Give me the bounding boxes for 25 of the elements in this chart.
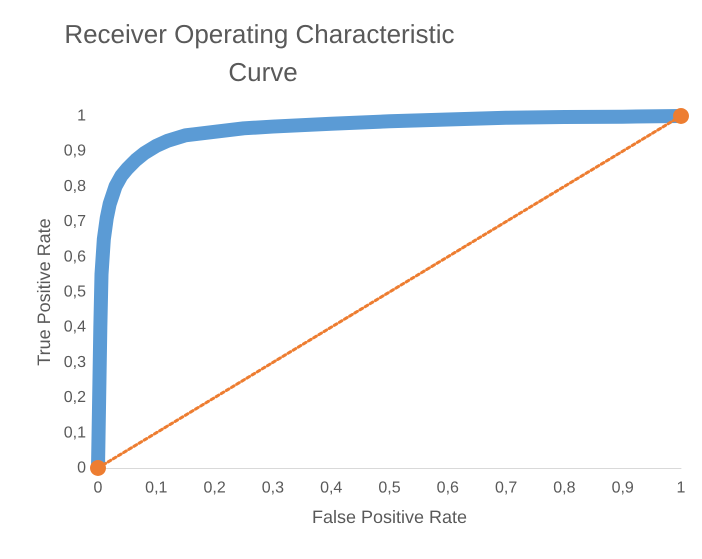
y-tick-label: 0,3 — [64, 354, 86, 371]
x-tick-label: 0,8 — [553, 480, 576, 496]
y-axis-title: True Positive Rate — [34, 218, 54, 366]
x-tick-label: 0,9 — [612, 480, 634, 496]
y-tick-label: 0,9 — [64, 142, 86, 160]
x-tick-label: 0,6 — [436, 480, 460, 496]
y-tick-label: 0,6 — [64, 248, 86, 266]
x-tick-label: 0,5 — [378, 480, 401, 496]
x-tick-label: 0,1 — [145, 480, 168, 496]
x-tick-label: 0 — [94, 480, 103, 496]
chart-title: Receiver Operating Characteristic Curve — [64, 19, 462, 87]
y-tick-label: 0,2 — [64, 389, 86, 406]
x-tick-label: 0,3 — [262, 480, 284, 496]
x-tick-label: 0,2 — [203, 480, 226, 496]
x-axis-title: False Positive Rate — [312, 507, 468, 527]
y-tick-label: 0,7 — [64, 213, 86, 230]
y-tick-label: 0,8 — [64, 178, 86, 195]
y-tick-label: 1 — [77, 108, 86, 124]
x-tick-label: 0,7 — [494, 480, 518, 496]
y-tick-label: 0,1 — [64, 424, 86, 442]
x-tick-label: 0,4 — [320, 480, 342, 496]
y-tick-label: 0,4 — [64, 318, 86, 336]
y-tick-label: 0,5 — [64, 284, 86, 300]
y-tick-label: 0 — [77, 460, 86, 476]
x-tick-label: 1 — [676, 480, 686, 496]
